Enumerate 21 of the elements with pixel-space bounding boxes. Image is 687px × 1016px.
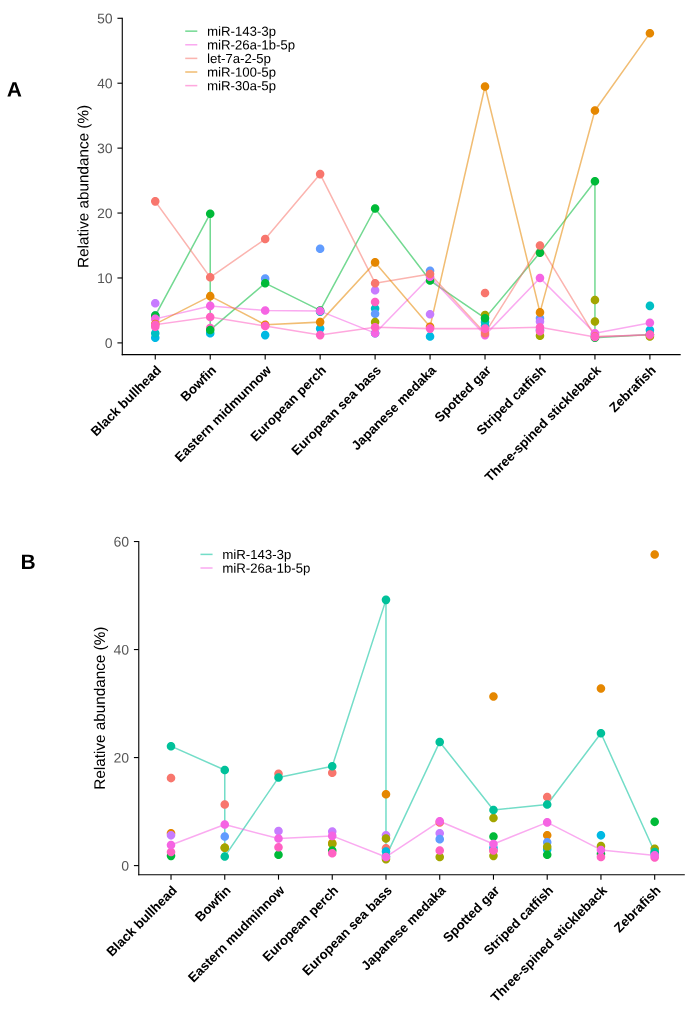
legend-label: miR-100-5p	[207, 67, 276, 80]
legend-label: miR-26a-1b-5p	[207, 39, 295, 53]
y-tick-label: 60	[114, 536, 129, 547]
y-axis-title: Relative abundance (%)	[93, 627, 109, 789]
legend-label: let-7a-2-5p	[207, 53, 271, 66]
text: A	[7, 82, 22, 97]
y-tick-label: 0	[121, 860, 129, 871]
legend-label: miR-143-3p	[207, 26, 276, 39]
legend-label: miR-30a-5p	[207, 80, 276, 93]
y-axis-title: Relative abundance (%)	[77, 105, 92, 267]
y-tick-label: 10	[98, 273, 113, 284]
legend-label: miR-143-3p	[223, 549, 291, 562]
y-tick-label: 0	[105, 338, 113, 349]
y-tick-label: 40	[113, 644, 129, 655]
text: B	[22, 554, 35, 569]
y-tick-label: 30	[97, 143, 113, 154]
y-tick-label: 50	[97, 13, 113, 24]
y-tick-label: 20	[114, 752, 129, 763]
y-tick-label: 40	[97, 78, 113, 89]
legend-label: miR-26a-1b-5p	[223, 563, 310, 576]
y-tick-label: 20	[97, 208, 113, 219]
